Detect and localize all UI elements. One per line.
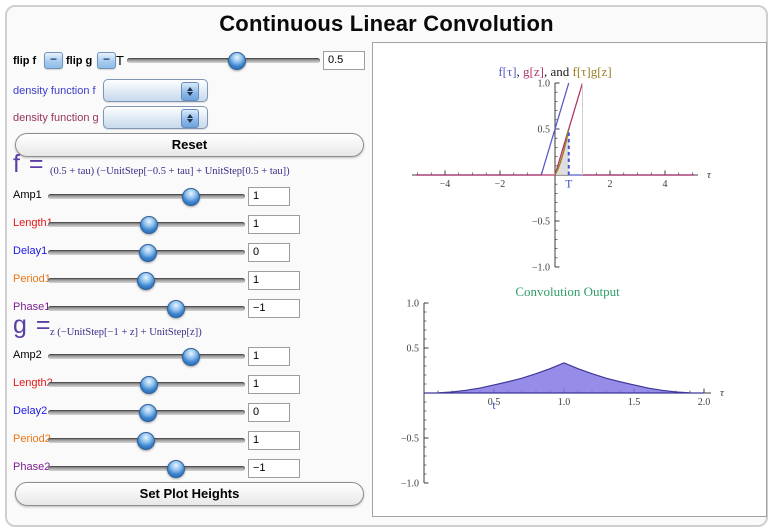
density-function-f-popup[interactable]	[103, 79, 208, 102]
density-function-g-label: density function g	[13, 112, 99, 124]
svg-text:1.0: 1.0	[538, 79, 551, 90]
svg-text:1.5: 1.5	[628, 397, 641, 408]
svg-text:−4: −4	[440, 179, 451, 190]
slider-label: Length2	[13, 377, 53, 389]
slider-track[interactable]	[48, 306, 245, 311]
svg-text:−0.5: −0.5	[401, 434, 419, 445]
slider-value-input[interactable]: 1	[248, 375, 300, 394]
svg-text:2: 2	[608, 179, 613, 190]
svg-text:τ: τ	[707, 169, 712, 181]
slider-thumb[interactable]	[139, 404, 157, 422]
slider-value-input[interactable]: −1	[248, 459, 300, 478]
slider-thumb[interactable]	[167, 300, 185, 318]
svg-text:2.0: 2.0	[698, 397, 711, 408]
svg-text:−1.0: −1.0	[401, 479, 419, 490]
popup-stepper-icon[interactable]	[181, 82, 199, 101]
slider-thumb[interactable]	[182, 348, 200, 366]
plots-panel: −4 −2 2 4 1.0 0.5 −0.5 −1.0 f[τ], g[z], and f[τ]…	[372, 42, 767, 517]
slider-thumb[interactable]	[140, 376, 158, 394]
g-heading: g =	[13, 311, 52, 339]
slider-label: Length1	[13, 217, 53, 229]
slider-label: Phase2	[13, 461, 51, 473]
set-plot-heights-button[interactable]: Set Plot Heights	[15, 482, 364, 506]
slider-thumb[interactable]	[137, 272, 155, 290]
slider-value-input[interactable]: 1	[248, 187, 290, 206]
slider-thumb[interactable]	[167, 460, 185, 478]
slider-track[interactable]	[48, 354, 245, 359]
svg-text:0.5: 0.5	[407, 344, 420, 355]
plots-svg: −4 −2 2 4 1.0 0.5 −0.5 −1.0 f[τ], g[z], and f[τ]…	[401, 64, 725, 490]
slider-value-input[interactable]: 1	[248, 347, 290, 366]
svg-text:−2: −2	[495, 179, 506, 190]
svg-text:f[τ], g[z], and f[τ]g[z]: f[τ], g[z], and f[τ]g[z]	[498, 64, 611, 79]
slider-value-input[interactable]: 0	[248, 243, 290, 262]
density-function-g-popup[interactable]	[103, 106, 208, 129]
svg-text:t: t	[492, 400, 496, 412]
f-heading: f =	[13, 150, 45, 178]
slider-thumb[interactable]	[139, 244, 157, 262]
slider-value-input[interactable]: 1	[248, 431, 300, 450]
slider-label: Amp2	[13, 349, 42, 361]
flip-f-label: flip f	[13, 55, 37, 67]
t-slider-label: T	[116, 53, 124, 68]
svg-text:Convolution Output: Convolution Output	[515, 284, 620, 299]
g-formula: z (−UnitStep[−1 + z] + UnitStep[z])	[50, 327, 202, 338]
slider-thumb[interactable]	[137, 432, 155, 450]
slider-thumb[interactable]	[140, 216, 158, 234]
signals-plot: −4 −2 2 4 1.0 0.5 −0.5 −1.0 f[τ], g[z], and f[τ]…	[412, 64, 712, 274]
slider-label: Period1	[13, 273, 51, 285]
flip-g-label: flip g	[66, 55, 93, 67]
slider-track[interactable]	[48, 466, 245, 471]
flip-f-checkbox[interactable]: −	[44, 52, 63, 69]
slider-label: Amp1	[13, 189, 42, 201]
page-title: Continuous Linear Convolution	[219, 11, 554, 36]
t-slider-thumb[interactable]	[228, 52, 246, 70]
flip-g-checkbox[interactable]: −	[97, 52, 116, 69]
svg-text:τ: τ	[720, 387, 725, 399]
svg-text:1.0: 1.0	[558, 397, 571, 408]
t-value-input[interactable]: 0.5	[323, 51, 365, 70]
slider-value-input[interactable]: 1	[248, 271, 300, 290]
f-formula: (0.5 + tau) (−UnitStep[−0.5 + tau] + Uni…	[50, 166, 290, 177]
svg-text:T: T	[565, 178, 572, 190]
density-function-f-label: density function f	[13, 85, 96, 97]
reset-button[interactable]: Reset	[15, 133, 364, 157]
slider-track[interactable]	[48, 194, 245, 199]
slider-label: Delay1	[13, 245, 48, 257]
svg-text:−1.0: −1.0	[532, 263, 550, 274]
svg-text:0.5: 0.5	[488, 397, 501, 408]
slider-value-input[interactable]: 0	[248, 403, 290, 422]
slider-label: Phase1	[13, 301, 51, 313]
slider-value-input[interactable]: −1	[248, 299, 300, 318]
svg-text:4: 4	[663, 179, 668, 190]
t-slider-track[interactable]	[127, 58, 320, 63]
slider-thumb[interactable]	[182, 188, 200, 206]
svg-text:−0.5: −0.5	[532, 217, 550, 228]
convolution-plot: 0.5 1.0 1.5 2.0 1.0 0.5 −0.5 −1.0 Convolution Ou…	[401, 284, 725, 490]
slider-value-input[interactable]: 1	[248, 215, 300, 234]
popup-stepper-icon[interactable]	[181, 109, 199, 128]
svg-text:1.0: 1.0	[407, 299, 420, 310]
slider-label: Delay2	[13, 405, 48, 417]
slider-label: Period2	[13, 433, 51, 445]
svg-text:0.5: 0.5	[538, 125, 551, 136]
